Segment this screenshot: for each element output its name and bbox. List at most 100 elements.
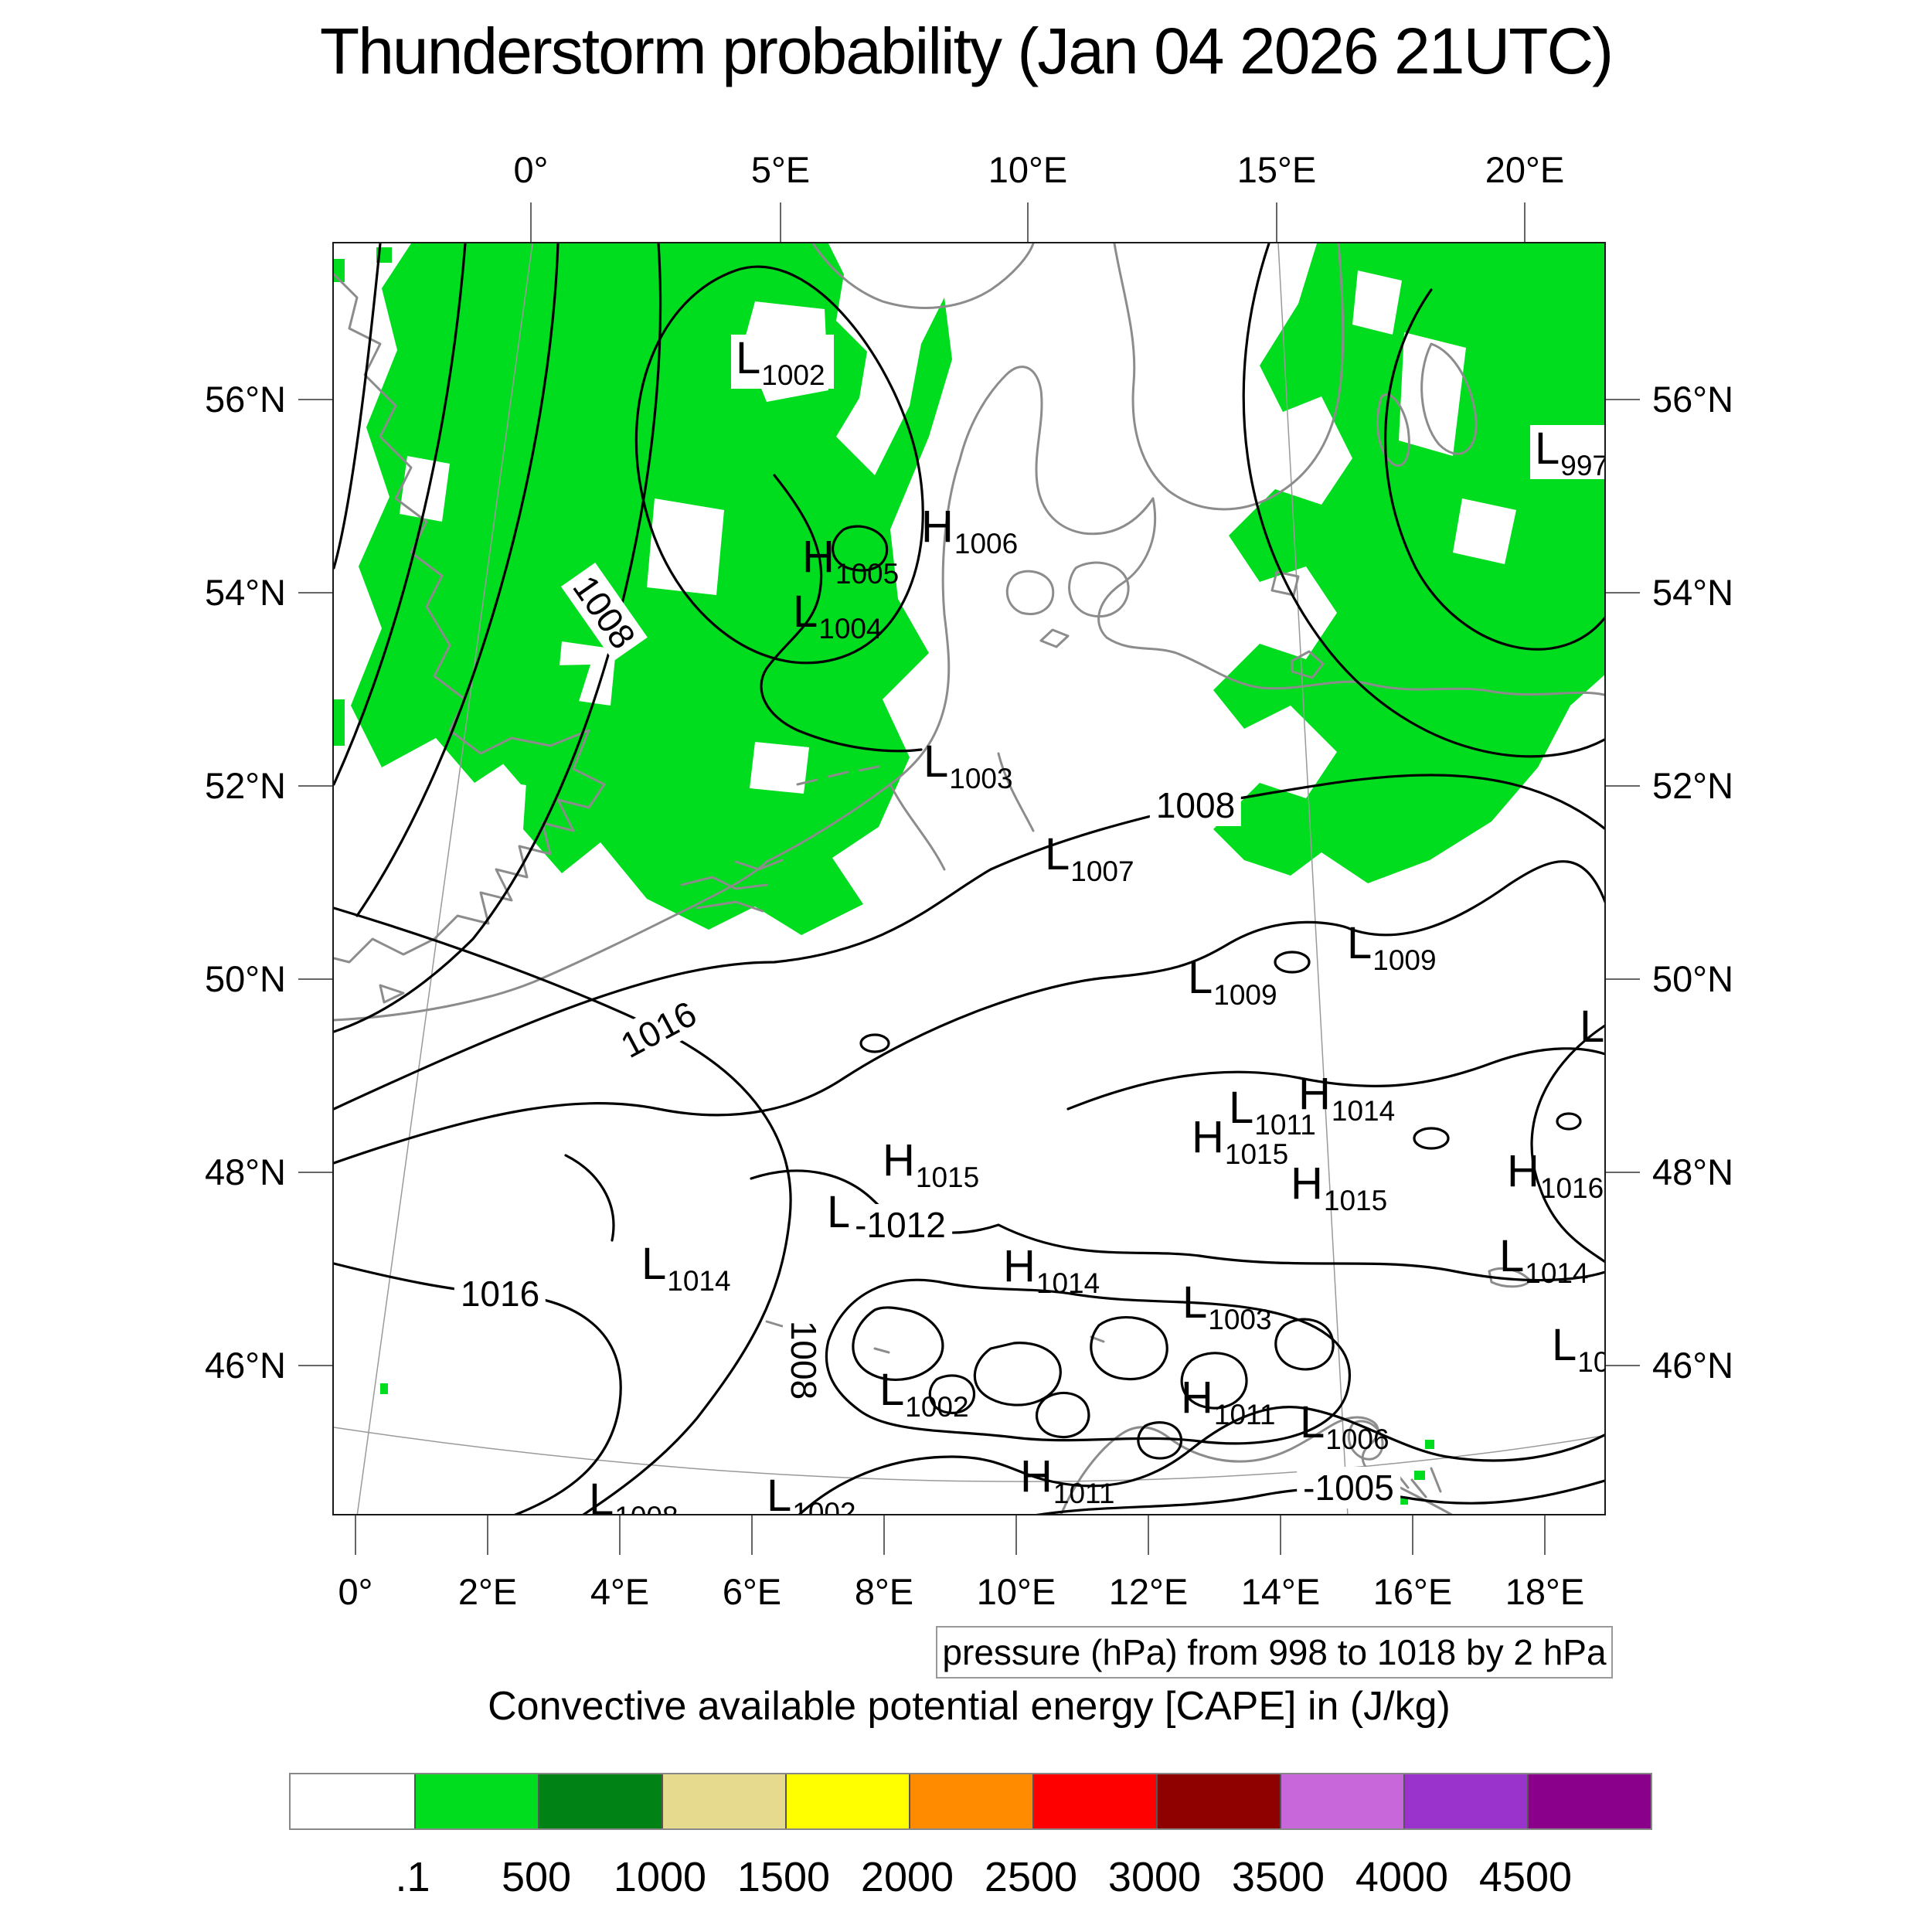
bottom-axis-label: 2°E bbox=[457, 1571, 518, 1612]
pressure-marker-value: 1003 bbox=[949, 763, 1013, 794]
pressure-marker-value: 1014 bbox=[1036, 1267, 1100, 1299]
pressure-marker-letter: L bbox=[1499, 1231, 1525, 1281]
left-axis-label: 50°N bbox=[204, 958, 286, 999]
bottom-axis-label: 18°E bbox=[1505, 1571, 1585, 1612]
cape-tick-label: .1 bbox=[395, 1854, 430, 1900]
pressure-marker-value: 1004 bbox=[818, 613, 883, 645]
pressure-marker-value: 1 bbox=[1605, 1028, 1606, 1060]
pressure-marker-letter: H bbox=[1507, 1146, 1539, 1196]
pressure-marker-value: 1011 bbox=[1213, 1399, 1276, 1430]
pressure-marker-H1005: H1005 bbox=[802, 532, 899, 589]
cape-color-cell-4 bbox=[785, 1774, 909, 1828]
map-canvas bbox=[334, 243, 1604, 1514]
pressure-marker-letter: L bbox=[793, 587, 818, 637]
pressure-marker-value: 1011 bbox=[1053, 1478, 1115, 1509]
pressure-marker-H1006: H1006 bbox=[921, 505, 1018, 559]
bottom-axis-label: 0° bbox=[338, 1571, 373, 1612]
cape-shading-layer bbox=[334, 243, 1604, 1505]
pressure-marker-H1011: H1011 bbox=[1181, 1376, 1275, 1430]
pressure-marker-L1014: L1014 bbox=[1499, 1231, 1589, 1288]
cape-color-cell-7 bbox=[1156, 1774, 1280, 1828]
pressure-marker-letter: H bbox=[1181, 1372, 1213, 1423]
right-axis-label: 50°N bbox=[1652, 958, 1734, 999]
pressure-marker-letter: L bbox=[879, 1365, 905, 1415]
top-axis-tick bbox=[530, 202, 532, 242]
pressure-marker-value: 1002 bbox=[905, 1391, 969, 1423]
bottom-axis-label: 12°E bbox=[1108, 1571, 1189, 1612]
pressure-marker-letter: L bbox=[1045, 829, 1070, 879]
pressure-marker-value: 997 bbox=[1560, 450, 1606, 481]
pressure-marker-letter: L bbox=[767, 1471, 792, 1515]
cape-color-cell-9 bbox=[1403, 1774, 1527, 1828]
coastline-layer bbox=[334, 243, 1604, 1514]
pressure-marker-letter: H bbox=[802, 532, 835, 582]
pressure-marker-value: 1014 bbox=[1525, 1257, 1589, 1289]
cape-tick-label: 2500 bbox=[984, 1854, 1078, 1900]
pressure-marker-value: 1002 bbox=[792, 1497, 856, 1515]
cape-color-cell-5 bbox=[909, 1774, 1032, 1828]
pressure-marker-L1002: L1002 bbox=[879, 1365, 969, 1422]
right-axis-tick bbox=[1606, 399, 1640, 400]
pressure-marker-letter: L bbox=[1580, 1002, 1605, 1052]
top-axis-label: 0° bbox=[513, 149, 549, 190]
graticule-layer bbox=[334, 243, 1604, 1514]
top-axis-label: 20°E bbox=[1485, 149, 1565, 190]
pressure-marker-letter: L bbox=[1552, 1320, 1577, 1370]
bottom-axis-tick bbox=[1015, 1515, 1017, 1555]
pressure-marker-letter: L bbox=[589, 1475, 614, 1515]
pressure-marker-value: 1011 bbox=[1254, 1109, 1316, 1141]
cape-tick-label: 3500 bbox=[1231, 1854, 1325, 1900]
pressure-marker-L1006: L1006 bbox=[1300, 1400, 1389, 1454]
pressure-marker-L1002: L1002 bbox=[731, 335, 834, 389]
contour-label-1016: 1016 bbox=[454, 1273, 546, 1315]
cape-tick-label: 3000 bbox=[1107, 1854, 1202, 1900]
pressure-marker-letter: L bbox=[736, 333, 761, 383]
bottom-axis-label: 16°E bbox=[1372, 1571, 1453, 1612]
pressure-marker-L1: L1 bbox=[1580, 1002, 1605, 1052]
pressure-marker-L1014: L1014 bbox=[641, 1239, 731, 1296]
pressure-marker-letter: L bbox=[641, 1239, 667, 1289]
pressure-marker-letter: L bbox=[1535, 423, 1560, 474]
pressure-marker-value: 1007 bbox=[1070, 855, 1134, 887]
pressure-marker-letter: H bbox=[1192, 1112, 1224, 1162]
cape-color-cell-0 bbox=[291, 1774, 414, 1828]
left-axis-tick bbox=[298, 592, 332, 594]
left-axis-label: 54°N bbox=[204, 572, 286, 613]
pressure-marker-L1009: L1009 bbox=[1188, 956, 1277, 1010]
pressure-marker-L1002: L1002 bbox=[767, 1471, 856, 1515]
bottom-axis-tick bbox=[751, 1515, 753, 1555]
left-axis-tick bbox=[298, 399, 332, 400]
top-axis-tick bbox=[1027, 202, 1029, 242]
top-axis-label: 5°E bbox=[750, 149, 811, 190]
pressure-marker-value: 1003 bbox=[1208, 1304, 1272, 1335]
pressure-marker-value: 1009 bbox=[1213, 979, 1277, 1011]
bottom-axis-tick bbox=[1148, 1515, 1149, 1555]
pressure-marker-letter: H bbox=[1020, 1451, 1053, 1502]
cape-color-cell-1 bbox=[414, 1774, 538, 1828]
bottom-axis-label: 4°E bbox=[590, 1571, 650, 1612]
right-axis-tick bbox=[1606, 1365, 1640, 1366]
right-axis-label: 46°N bbox=[1652, 1345, 1734, 1386]
pressure-marker-H1015: H1015 bbox=[1291, 1162, 1387, 1216]
contour-label-1008: 1008 bbox=[1149, 784, 1242, 826]
pressure-marker-letter: H bbox=[1298, 1069, 1331, 1119]
pressure-marker-value: 1014 bbox=[1331, 1095, 1396, 1127]
left-axis-tick bbox=[298, 785, 332, 787]
cape-color-cell-10 bbox=[1527, 1774, 1651, 1828]
bottom-axis-tick bbox=[883, 1515, 885, 1555]
pressure-marker-letter: H bbox=[1291, 1158, 1323, 1209]
pressure-marker-L1007: L1007 bbox=[1045, 829, 1134, 886]
pressure-marker-value: 1015 bbox=[1224, 1138, 1289, 1170]
right-axis-tick bbox=[1606, 978, 1640, 980]
pressure-marker-L101: L101 bbox=[1552, 1320, 1604, 1377]
right-axis-label: 54°N bbox=[1652, 572, 1734, 613]
right-axis-tick bbox=[1606, 1172, 1640, 1173]
bottom-axis-label: 14°E bbox=[1240, 1571, 1321, 1612]
page-title: Thunderstorm probability (Jan 04 2026 21… bbox=[319, 15, 1614, 87]
cape-color-cell-6 bbox=[1032, 1774, 1156, 1828]
bottom-axis-label: 10°E bbox=[976, 1571, 1056, 1612]
pressure-marker-letter: L bbox=[827, 1187, 852, 1237]
pressure-marker-letter: L bbox=[1347, 918, 1372, 968]
pressure-marker-value: 1006 bbox=[954, 528, 1019, 560]
